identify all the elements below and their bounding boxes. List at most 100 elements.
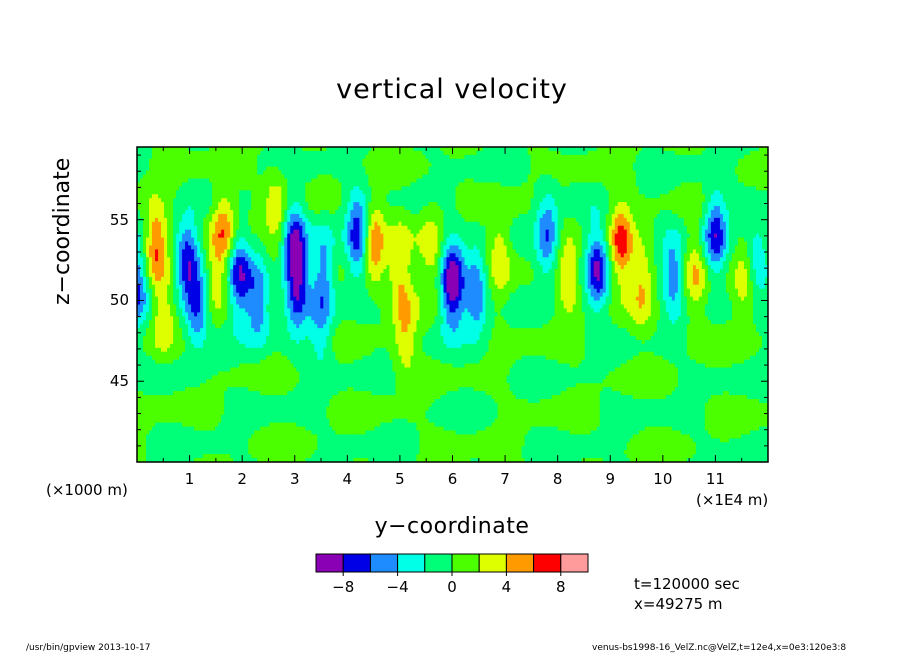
field-cell <box>476 213 481 219</box>
field-cell <box>386 166 390 172</box>
field-cell <box>194 147 198 152</box>
field-cell <box>542 213 547 219</box>
field-cell <box>506 213 511 219</box>
field-cell <box>230 186 234 191</box>
field-cell <box>332 202 336 207</box>
field-cell <box>395 190 400 195</box>
field-cell <box>530 158 535 164</box>
field-cell <box>575 170 580 176</box>
field-cell <box>623 178 628 184</box>
field-cell <box>716 213 721 219</box>
field-cell <box>524 162 529 168</box>
field-cell <box>692 217 697 223</box>
field-cell <box>473 186 478 191</box>
field-cell <box>272 213 276 219</box>
field-cell <box>524 198 529 203</box>
field-cell <box>380 190 384 195</box>
field-cell <box>650 174 655 180</box>
field-cell <box>485 202 490 207</box>
field-cell <box>740 166 745 172</box>
field-cell <box>632 217 637 223</box>
field-cell <box>299 213 303 219</box>
field-cell <box>509 198 514 203</box>
field-cell <box>689 154 694 160</box>
field-cell <box>491 198 496 203</box>
field-cell <box>167 182 171 187</box>
field-cell <box>722 147 727 152</box>
field-cell <box>431 162 436 168</box>
field-cell <box>404 190 409 195</box>
field-cell <box>593 147 598 152</box>
field-cell <box>620 210 625 215</box>
field-cell <box>365 154 369 160</box>
field-cell <box>275 154 279 160</box>
field-cell <box>731 198 736 203</box>
field-cell <box>407 158 412 164</box>
field-cell <box>239 154 243 160</box>
field-cell <box>668 210 673 215</box>
field-cell <box>146 147 150 152</box>
field-cell <box>407 182 412 187</box>
field-cell <box>593 198 598 203</box>
field-cell <box>437 174 442 180</box>
field-cell <box>293 174 297 180</box>
field-cell <box>497 194 502 199</box>
field-cell <box>275 147 279 152</box>
field-cell <box>719 154 724 160</box>
field-cell <box>338 217 342 223</box>
field-cell <box>149 150 153 156</box>
field-cell <box>719 194 724 199</box>
field-cell <box>680 178 685 184</box>
field-cell <box>467 162 472 168</box>
field-cell <box>224 210 228 215</box>
field-cell <box>401 221 406 227</box>
field-cell <box>536 166 541 172</box>
field-cell <box>179 147 183 152</box>
field-cell <box>569 150 574 156</box>
field-cell <box>620 147 625 152</box>
field-cell <box>662 158 667 164</box>
field-cell <box>707 217 712 223</box>
field-cell <box>311 198 315 203</box>
field-cell <box>254 221 258 227</box>
field-cell <box>659 194 664 199</box>
field-cell <box>551 147 556 152</box>
field-cell <box>260 194 264 199</box>
field-cell <box>149 206 153 211</box>
field-cell <box>734 194 739 199</box>
field-cell <box>707 210 712 215</box>
field-cell <box>152 170 156 176</box>
field-cell <box>335 206 339 211</box>
field-cell <box>314 166 318 172</box>
field-cell <box>671 217 676 223</box>
field-cell <box>602 210 607 215</box>
field-cell <box>164 158 168 164</box>
field-cell <box>587 166 592 172</box>
field-cell <box>626 182 631 187</box>
field-cell <box>725 178 730 184</box>
field-cell <box>659 198 664 203</box>
field-cell <box>197 202 201 207</box>
field-cell <box>614 194 619 199</box>
field-cell <box>617 210 622 215</box>
field-cell <box>407 206 412 211</box>
field-cell <box>398 213 403 219</box>
field-cell <box>686 198 691 203</box>
field-cell <box>512 213 517 219</box>
field-cell <box>188 162 192 168</box>
field-cell <box>656 154 661 160</box>
field-cell <box>329 210 333 215</box>
field-cell <box>485 166 490 172</box>
field-cell <box>221 147 225 152</box>
field-cell <box>206 150 210 156</box>
field-cell <box>653 198 658 203</box>
field-cell <box>626 186 631 191</box>
field-cell <box>701 186 706 191</box>
field-cell <box>440 174 445 180</box>
field-cell <box>653 186 658 191</box>
field-cell <box>569 166 574 172</box>
field-cell <box>170 217 174 223</box>
field-cell <box>635 162 640 168</box>
field-cell <box>380 158 384 164</box>
field-cell <box>765 194 768 199</box>
